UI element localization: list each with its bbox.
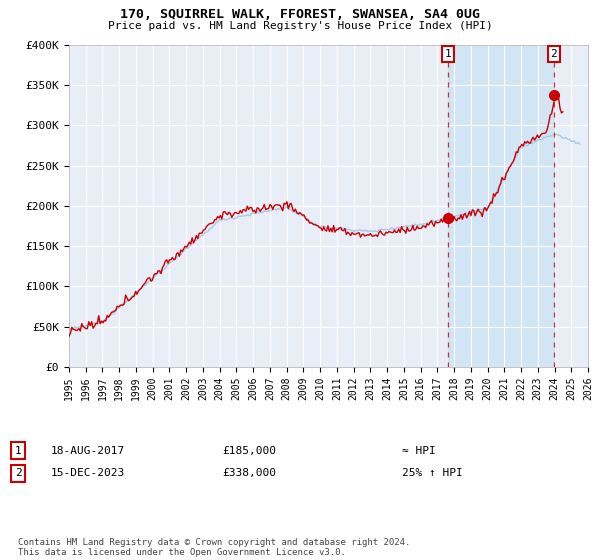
- Text: £338,000: £338,000: [222, 468, 276, 478]
- Bar: [448, 45, 554, 367]
- Text: 25% ↑ HPI: 25% ↑ HPI: [402, 468, 463, 478]
- Text: 2: 2: [550, 49, 557, 59]
- Text: 170, SQUIRREL WALK, FFOREST, SWANSEA, SA4 0UG: 170, SQUIRREL WALK, FFOREST, SWANSEA, SA…: [120, 8, 480, 21]
- Text: Price paid vs. HM Land Registry's House Price Index (HPI): Price paid vs. HM Land Registry's House …: [107, 21, 493, 31]
- Text: 18-AUG-2017: 18-AUG-2017: [51, 446, 125, 456]
- Text: Contains HM Land Registry data © Crown copyright and database right 2024.
This d: Contains HM Land Registry data © Crown c…: [18, 538, 410, 557]
- Text: 15-DEC-2023: 15-DEC-2023: [51, 468, 125, 478]
- Text: 1: 1: [14, 446, 22, 456]
- Text: ≈ HPI: ≈ HPI: [402, 446, 436, 456]
- Text: 1: 1: [445, 49, 451, 59]
- Text: £185,000: £185,000: [222, 446, 276, 456]
- Text: 2: 2: [14, 468, 22, 478]
